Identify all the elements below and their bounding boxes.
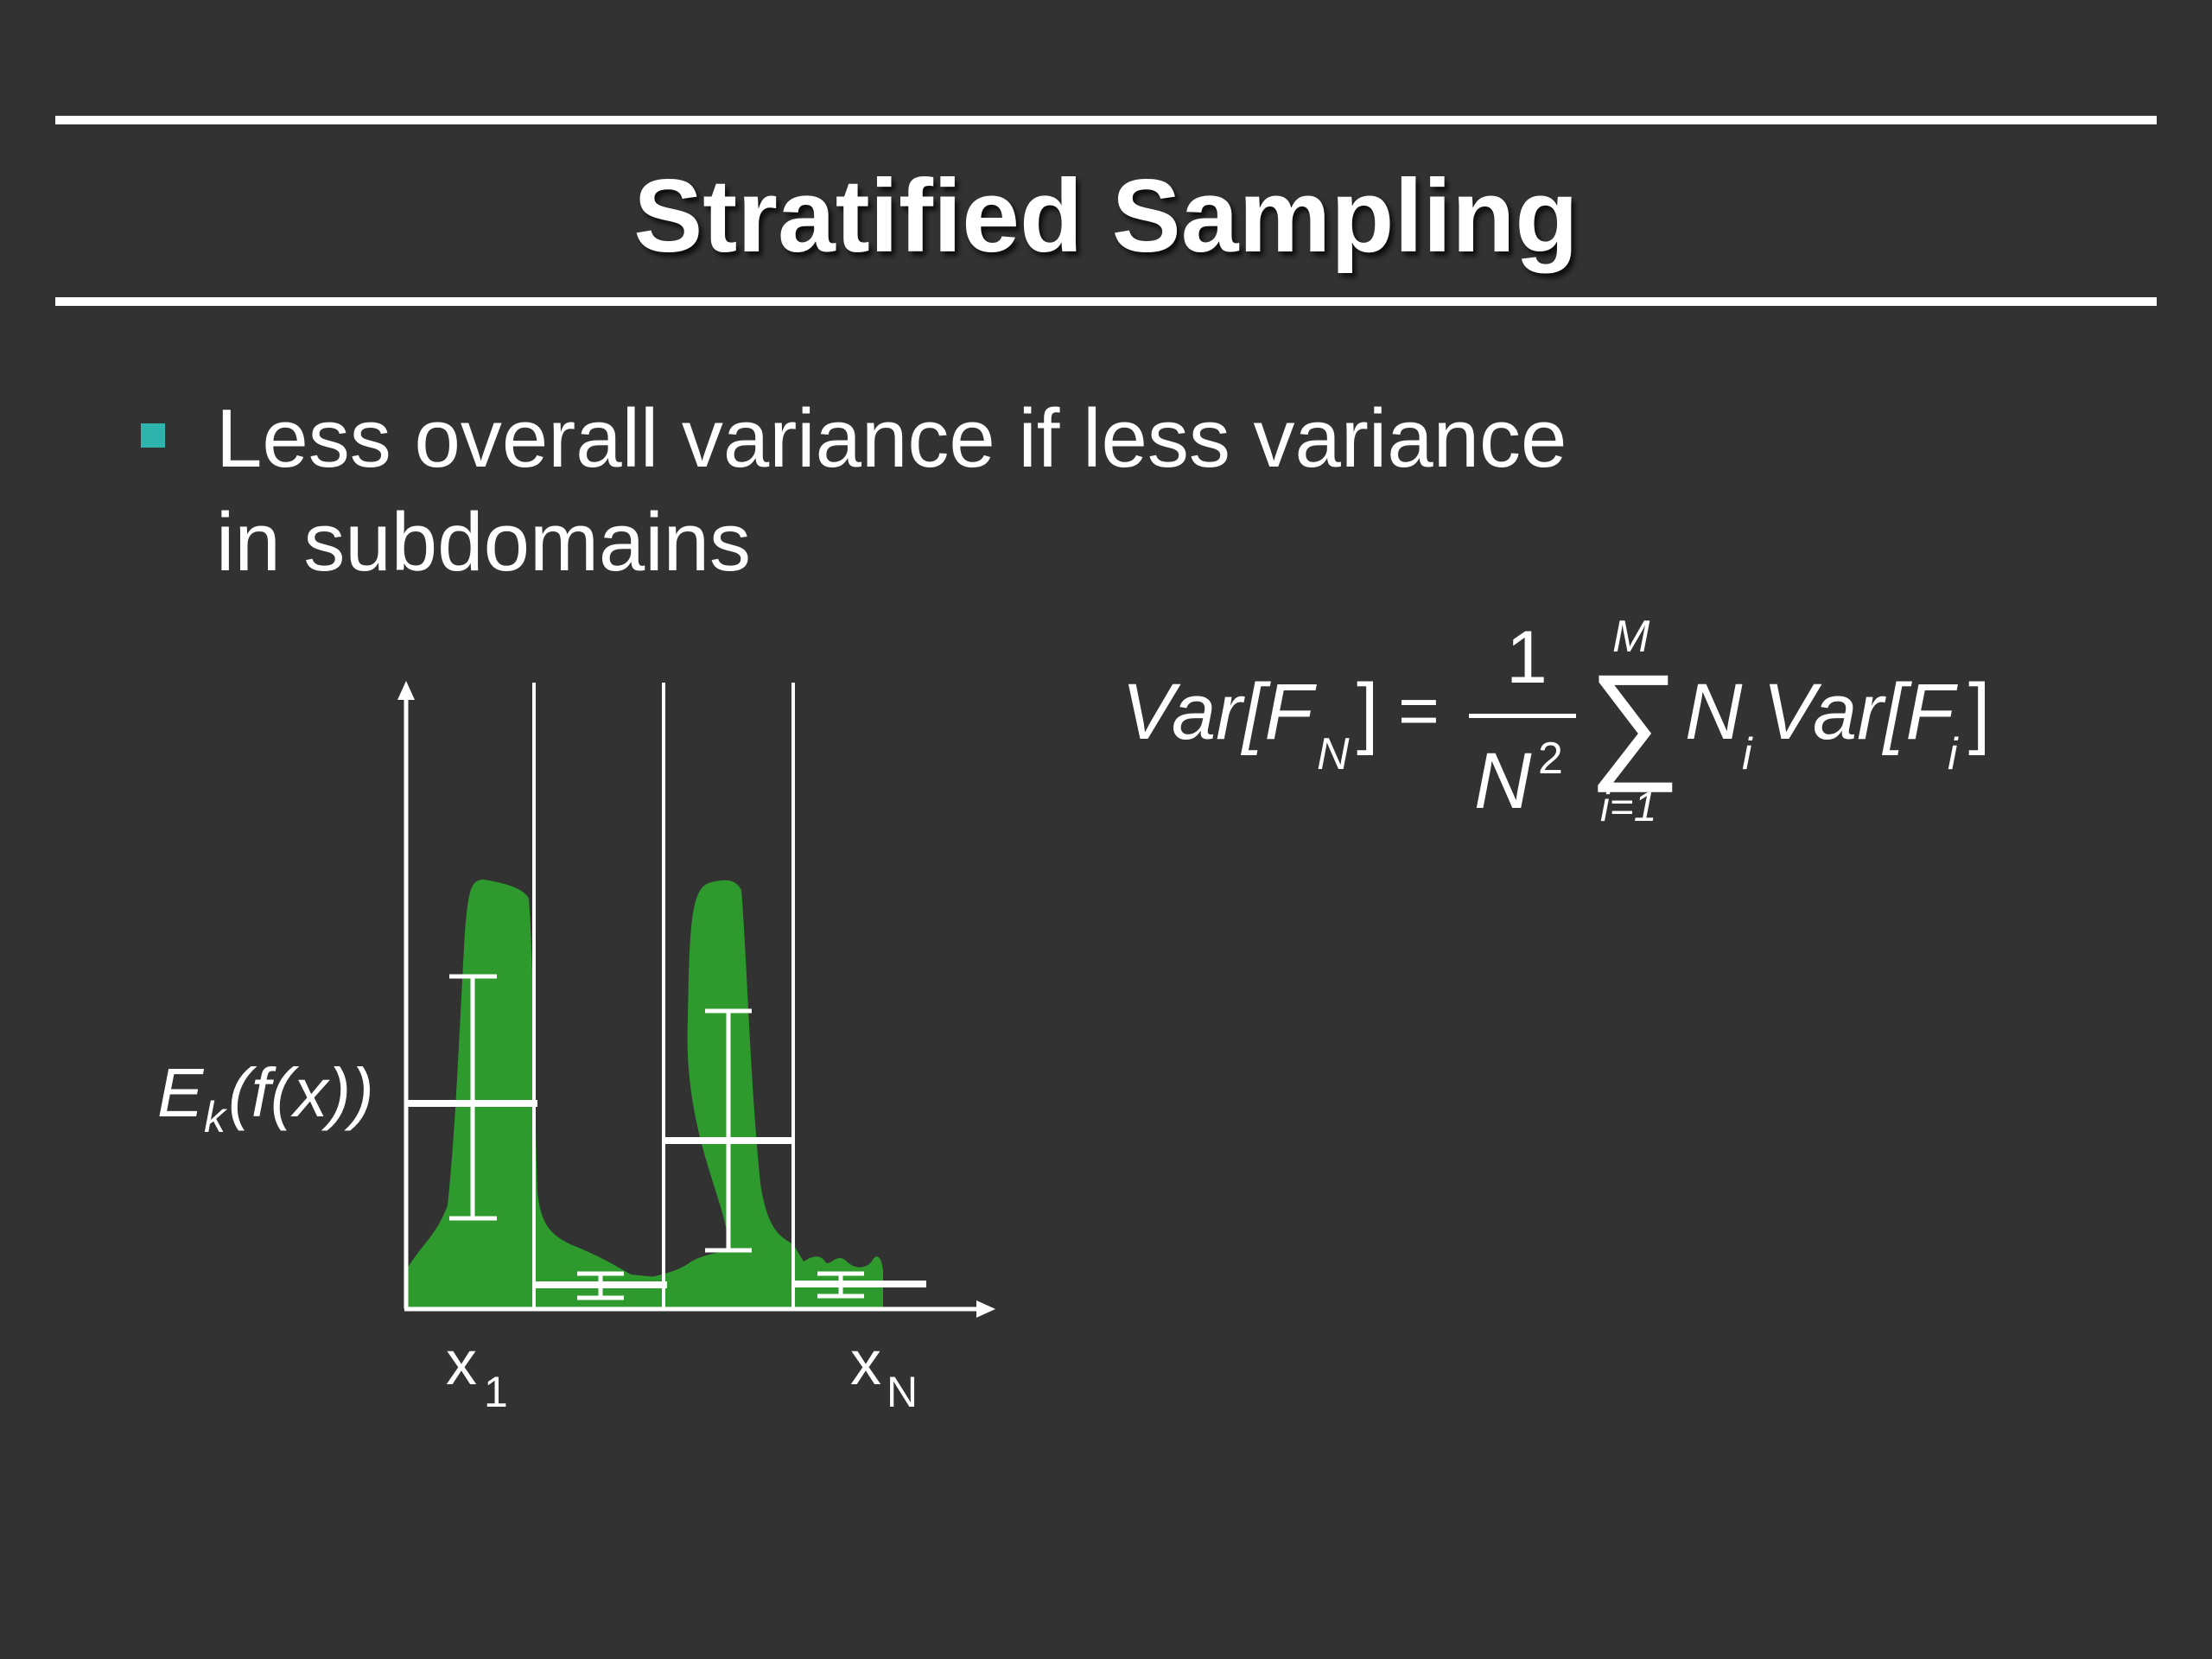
- formula-sum-lower: i=1: [1600, 785, 1656, 830]
- error-bar-3: [705, 1008, 752, 1253]
- x-label-last: x: [850, 1329, 881, 1398]
- title-rule-bottom: [55, 297, 2157, 306]
- formula-lhs-close: ]: [1357, 668, 1379, 756]
- formula-equals: =: [1398, 671, 1440, 750]
- formula-numerator: 1: [1506, 616, 1548, 699]
- formula-term-n-sub: i: [1742, 729, 1753, 779]
- formula-denominator-exp: 2: [1538, 734, 1563, 784]
- x-axis-arrow-icon: [976, 1300, 995, 1318]
- x-label-first-sub: 1: [484, 1368, 508, 1416]
- x-label-first: x: [446, 1329, 477, 1398]
- slide-title: Stratified Sampling: [633, 158, 1579, 274]
- y-axis-label-sub: k: [204, 1093, 228, 1141]
- formula-lhs: Var[F: [1122, 668, 1317, 756]
- formula-denominator: N: [1474, 737, 1532, 825]
- bullet-line-2: in subdomains: [216, 496, 752, 588]
- formula-sum-upper: M: [1612, 612, 1650, 662]
- y-axis-label-rest: (f(x)): [228, 1054, 374, 1131]
- y-axis-label: E: [157, 1054, 205, 1131]
- error-bar-4: [817, 1271, 864, 1299]
- bullet-text: Less overall variance if less variance i…: [216, 387, 1858, 594]
- bullet-marker-icon: [141, 423, 165, 448]
- y-axis-arrow-icon: [397, 681, 415, 700]
- formula-term-n: N: [1685, 668, 1743, 756]
- density-region-3: [639, 880, 883, 1309]
- fraction-bar: [1469, 714, 1576, 718]
- x-label-last-sub: N: [887, 1368, 918, 1416]
- formula-term-var: Var[F: [1763, 668, 1958, 756]
- error-bar-1: [449, 974, 497, 1221]
- formula-term-var-sub: i: [1948, 729, 1959, 779]
- bullet-line-1: Less overall variance if less variance: [216, 392, 1567, 485]
- title-rule-top: [55, 116, 2157, 124]
- error-bar-2: [577, 1271, 624, 1300]
- sum-symbol: ∑: [1588, 647, 1681, 792]
- formula-lhs-sub: N: [1317, 729, 1350, 779]
- formula-term-close: ]: [1968, 668, 1991, 756]
